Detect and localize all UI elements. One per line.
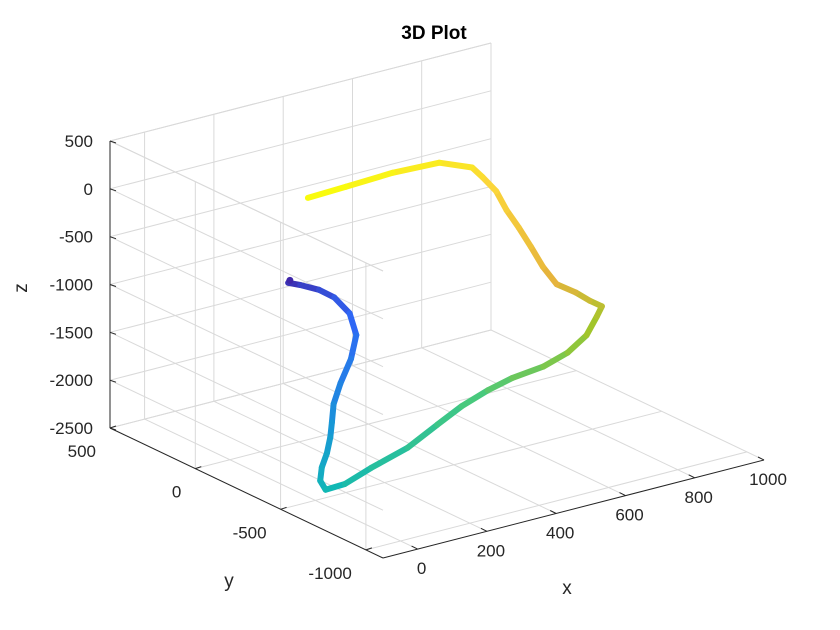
line-segment bbox=[368, 444, 411, 471]
x-tick bbox=[549, 510, 557, 514]
line-segment bbox=[479, 174, 500, 195]
z-tick bbox=[109, 140, 117, 144]
z-tick bbox=[109, 188, 117, 192]
y-tick-label: 0 bbox=[172, 483, 181, 502]
z-tick bbox=[109, 379, 117, 383]
line-segment bbox=[337, 355, 354, 387]
y-tick bbox=[280, 506, 287, 510]
box-edge bbox=[109, 140, 384, 272]
grid-line bbox=[365, 451, 748, 551]
line-segment bbox=[346, 310, 360, 338]
y-axis-label: y bbox=[224, 571, 234, 592]
line-segment bbox=[389, 159, 443, 176]
x-axis-line bbox=[382, 459, 765, 559]
z-tick-label: -1500 bbox=[50, 323, 93, 342]
y-tick bbox=[195, 466, 202, 470]
z-tick-label: -500 bbox=[59, 228, 93, 247]
grid-line bbox=[490, 329, 765, 461]
line-segment bbox=[322, 481, 348, 493]
line-segment bbox=[509, 363, 547, 382]
grid-line bbox=[109, 186, 492, 285]
grid-lines bbox=[109, 42, 765, 559]
x-tick bbox=[619, 492, 626, 497]
line-segment bbox=[540, 349, 571, 370]
y-axis-line bbox=[109, 427, 384, 559]
box-edge bbox=[109, 42, 492, 142]
grid-line bbox=[109, 329, 492, 429]
grid-line bbox=[213, 400, 488, 532]
line-segment bbox=[484, 375, 516, 394]
z-tick bbox=[109, 331, 117, 335]
line-segment bbox=[304, 183, 349, 201]
x-tick bbox=[757, 456, 765, 461]
z-tick bbox=[109, 427, 117, 431]
line-segment bbox=[434, 403, 465, 428]
line-segment bbox=[330, 380, 344, 408]
grid-line bbox=[282, 383, 557, 514]
line-segment bbox=[328, 401, 337, 426]
x-tick-label: 0 bbox=[417, 559, 426, 578]
grid-line bbox=[109, 236, 384, 368]
grid-line bbox=[421, 347, 695, 479]
z-tick-label: 0 bbox=[84, 180, 93, 199]
x-axis-label: x bbox=[562, 578, 572, 599]
line-segment bbox=[297, 282, 322, 293]
line-segment bbox=[564, 332, 590, 356]
line-segment bbox=[553, 281, 579, 296]
data-line bbox=[285, 159, 605, 493]
x-tick-label: 600 bbox=[615, 506, 643, 525]
line-segment bbox=[341, 464, 375, 487]
x-tick-label: 400 bbox=[546, 524, 574, 543]
line-segment bbox=[458, 387, 491, 410]
line-segment bbox=[515, 224, 534, 250]
chart-title: 3D Plot bbox=[401, 23, 467, 44]
z-tick bbox=[109, 284, 117, 287]
line-segment bbox=[539, 263, 560, 288]
line-segment bbox=[503, 207, 522, 231]
grid-line bbox=[109, 138, 492, 238]
x-tick bbox=[480, 527, 488, 532]
x-tick bbox=[688, 474, 695, 479]
z-tick-label: -1000 bbox=[50, 276, 93, 295]
z-tick-label: -2000 bbox=[50, 371, 93, 390]
z-tick-label: -2500 bbox=[50, 419, 93, 438]
grid-line bbox=[352, 365, 626, 497]
line-segment bbox=[342, 169, 396, 190]
x-tick-label: 1000 bbox=[749, 470, 787, 489]
x-tick-label: 200 bbox=[477, 541, 505, 560]
line-segment bbox=[436, 159, 476, 171]
y-tick bbox=[365, 547, 373, 551]
line-segment bbox=[348, 332, 360, 362]
grid-line bbox=[109, 331, 384, 463]
grid-line bbox=[280, 410, 662, 510]
line-segment bbox=[583, 313, 600, 339]
grid-line bbox=[109, 281, 492, 381]
y-tick bbox=[109, 425, 117, 429]
axes: 0 200 400 600 800 1000 500 0 -500 -1000 500 0 -500 -1… bbox=[50, 132, 787, 583]
grid-line bbox=[109, 379, 384, 511]
line-segment bbox=[527, 243, 546, 270]
line-segment bbox=[331, 294, 353, 317]
x-tick bbox=[411, 545, 418, 550]
y-tick-label: -1000 bbox=[308, 564, 351, 583]
grid-line bbox=[195, 370, 577, 470]
line-start-point bbox=[286, 276, 294, 284]
grid-line bbox=[109, 90, 492, 190]
z-tick bbox=[109, 236, 117, 240]
x-tick-label: 800 bbox=[685, 488, 713, 507]
line-segment bbox=[404, 421, 441, 451]
line-segment bbox=[493, 188, 510, 214]
y-tick-label: -500 bbox=[233, 523, 267, 542]
y-tick-label: 500 bbox=[68, 442, 96, 461]
z-tick-label: 500 bbox=[65, 132, 93, 151]
z-axis-label: z bbox=[11, 283, 32, 293]
grid-line bbox=[109, 188, 384, 320]
